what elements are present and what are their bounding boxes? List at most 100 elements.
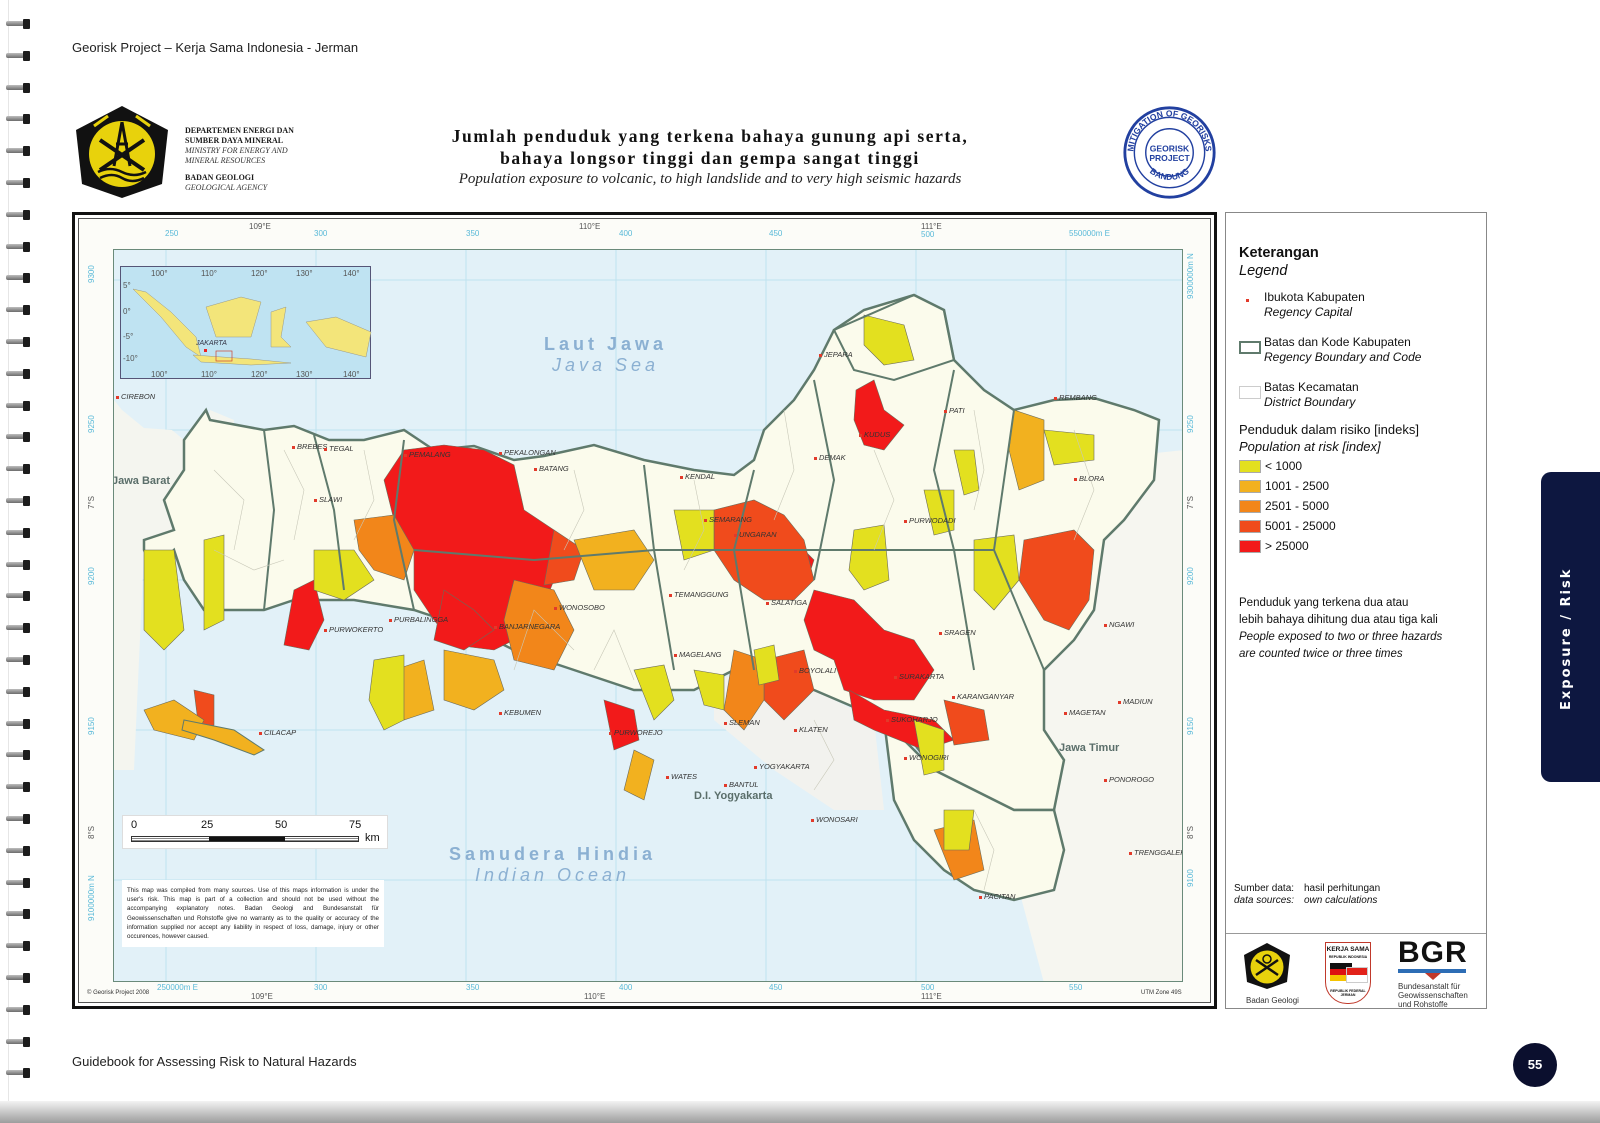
city-label: UNGARAN: [734, 530, 777, 539]
partner-logos: Badan Geologi KERJA SAMA REPUBLIK INDONE…: [1226, 933, 1486, 1009]
city-label: BANJARNEGARA: [494, 622, 560, 631]
binding-ring: [6, 336, 30, 348]
kerja-sama-logo: KERJA SAMA REPUBLIK INDONESIA REPUBLIK F…: [1325, 942, 1371, 1004]
binding-ring: [6, 622, 30, 634]
page-number-badge: 55: [1513, 1043, 1557, 1087]
district-boundary-icon: [1239, 386, 1261, 399]
city-label: TEMANGGUNG: [669, 590, 729, 599]
binding-ring: [6, 463, 30, 475]
city-label: PACITAN: [979, 892, 1015, 901]
binding-ring: [6, 368, 30, 380]
binding-ring: [6, 686, 30, 698]
svg-text:PROJECT: PROJECT: [1149, 153, 1190, 163]
scale-bar: 0 25 50 75 km: [122, 815, 388, 849]
province-label: D.I. Yogyakarta: [694, 790, 773, 802]
binding-ring: [6, 527, 30, 539]
city-label: PATI: [944, 406, 965, 415]
city-label: BATANG: [534, 464, 569, 473]
color-swatch: [1239, 500, 1261, 513]
counting-note: Penduduk yang terkena dua atau lebih bah…: [1239, 597, 1443, 660]
map-frame: 250 109°E 300 350 110°E 400 450 111°E 50…: [72, 212, 1217, 1009]
binding-ring: [6, 908, 30, 920]
regency-boundary-icon: [1239, 341, 1261, 354]
city-label: JEPARA: [819, 350, 853, 359]
binding-ring: [6, 940, 30, 952]
binding-ring: [6, 559, 30, 571]
city-label: SURAKARTA: [894, 672, 944, 681]
city-label: WATES: [666, 772, 697, 781]
legend-title: Keterangan: [1239, 245, 1319, 261]
color-swatch: [1239, 480, 1261, 493]
color-swatch: [1239, 460, 1261, 473]
indonesian-flag-icon: [1346, 967, 1368, 983]
binding-ring: [6, 1004, 30, 1016]
binding-ring: [6, 241, 30, 253]
section-tab[interactable]: Exposure / Risk: [1541, 472, 1600, 782]
central-java-choropleth: [114, 250, 1182, 981]
city-label: PEMALANG: [404, 450, 451, 459]
map-copyright: © Georisk Project 2008: [87, 990, 150, 996]
binding-ring: [6, 82, 30, 94]
ministry-logo-icon: [76, 106, 168, 198]
city-label: SRAGEN: [939, 628, 976, 637]
city-label: PURWODADI: [904, 516, 956, 525]
city-label: NGAWI: [1104, 620, 1134, 629]
title-indonesian-line1: Jumlah penduduk yang terkena bahaya gunu…: [451, 126, 969, 146]
city-label: TEGAL: [324, 444, 354, 453]
map-canvas[interactable]: 100° 110° 120° 130° 140° 100° 110° 120° …: [113, 249, 1183, 982]
city-label: KLATEN: [794, 725, 828, 734]
binding-ring: [6, 718, 30, 730]
city-label: YOGYAKARTA: [754, 762, 810, 771]
regency-capital-dot-icon: [1246, 299, 1249, 302]
binding-ring: [6, 972, 30, 984]
binding-ring: [6, 113, 30, 125]
running-header: Georisk Project – Kerja Sama Indonesia -…: [72, 40, 359, 55]
city-label: KARANGANYAR: [952, 692, 1014, 701]
binding-ring: [6, 177, 30, 189]
section-tab-label: Exposure / Risk: [1559, 567, 1574, 710]
population-classes-title: Penduduk dalam risiko [indeks] Populatio…: [1239, 422, 1419, 454]
spiral-binding: [0, 10, 32, 1100]
city-label: KUDUS: [859, 430, 890, 439]
binding-ring: [6, 813, 30, 825]
java-sea-label: Laut Jawa Java Sea: [544, 334, 668, 375]
binding-ring: [6, 304, 30, 316]
legend-panel: Keterangan Legend Ibukota Kabupaten Regen…: [1225, 212, 1487, 1009]
binding-ring: [6, 400, 30, 412]
color-swatch: [1239, 520, 1261, 533]
city-label: WONOGIRI: [904, 753, 949, 762]
city-label: KENDAL: [680, 472, 715, 481]
binding-ring: [6, 495, 30, 507]
binding-ring: [6, 145, 30, 157]
binding-ring: [6, 18, 30, 30]
binding-ring: [6, 845, 30, 857]
city-label: PEKALONGAN: [499, 448, 556, 457]
city-label: CIREBON: [116, 392, 155, 401]
indonesia-inset-map: 100° 110° 120° 130° 140° 100° 110° 120° …: [120, 266, 372, 379]
city-label: BANTUL: [724, 780, 759, 789]
map-disclaimer: This map was compiled from many sources.…: [122, 880, 384, 948]
city-label: BREBES: [292, 442, 327, 451]
page-bottom-shadow: [0, 1101, 1600, 1123]
svg-text:BANDUNG: BANDUNG: [1148, 166, 1191, 182]
data-sources: Sumber data: hasil perhitungan data sourc…: [1234, 883, 1381, 906]
title-english: Population exposure to volcanic, to high…: [458, 171, 962, 187]
city-label: PONOROGO: [1104, 775, 1154, 784]
city-label: BOYOLALI: [794, 666, 836, 675]
georisk-seal-icon: MITIGATION OF GEORISKS BANDUNG GEORISK P…: [1123, 106, 1216, 199]
binding-ring: [6, 654, 30, 666]
binding-ring: [6, 590, 30, 602]
legend-title-en: Legend: [1239, 263, 1288, 279]
bgr-logo: BGR Bundesanstalt für Geowissenschaften un…: [1398, 936, 1468, 1009]
city-label: SEMARANG: [704, 515, 752, 524]
city-label: SLEMAN: [724, 718, 760, 727]
city-label: MAGETAN: [1064, 708, 1106, 717]
running-footer: Guidebook for Assessing Risk to Natural …: [72, 1054, 357, 1069]
city-label: SLAWI: [314, 495, 342, 504]
city-label: PURWOKERTO: [324, 625, 383, 634]
badan-geologi-logo-icon: [1244, 943, 1290, 989]
indian-ocean-label: Samudera Hindia Indian Ocean: [449, 844, 657, 885]
city-label: WONOSARI: [811, 815, 858, 824]
city-label: SALATIGA: [766, 598, 807, 607]
city-label: WONOSOBO: [554, 603, 605, 612]
